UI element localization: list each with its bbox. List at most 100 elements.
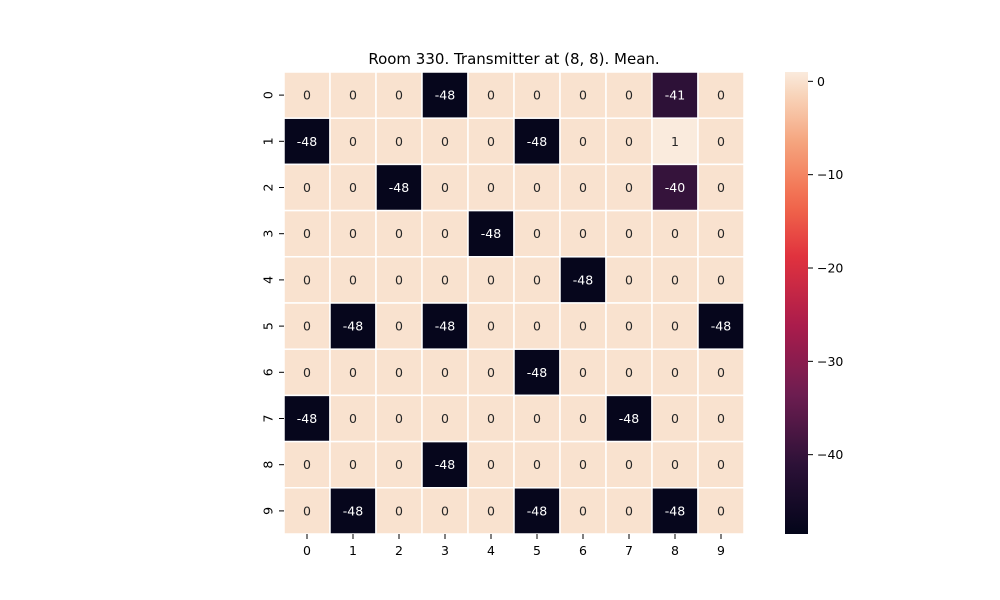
- heatmap-cell: [559, 348, 607, 397]
- x-axis-ticks: 0 1 2 3 4 5 6 7 8 9: [303, 534, 725, 558]
- cell-value-label: 0: [303, 365, 311, 380]
- colorbar-tick-label: −30: [817, 354, 843, 369]
- heatmap-cell: [697, 487, 745, 535]
- cell-value-label: 0: [303, 319, 311, 334]
- heatmap-cell: [329, 440, 377, 489]
- cell-value-label: 0: [349, 88, 357, 103]
- cell-value-label: 0: [487, 88, 495, 103]
- cell-value-label: 0: [625, 88, 633, 103]
- heatmap-cell: [513, 71, 561, 119]
- heatmap-cell: [421, 348, 469, 397]
- heatmap-cell: [421, 394, 469, 443]
- heatmap-cell: [513, 117, 561, 166]
- y-tick-label: 2: [261, 184, 276, 192]
- heatmap-cell: [513, 487, 561, 535]
- cell-value-label: -48: [435, 457, 455, 472]
- cell-value-label: 0: [395, 365, 403, 380]
- x-tick-label: 3: [441, 543, 449, 558]
- cell-value-label: 0: [533, 411, 541, 426]
- heatmap-cell: [513, 394, 561, 443]
- cell-value-label: 0: [717, 88, 725, 103]
- heatmap-cells: 0 0 0 -48 0 0 0 0 -41 0 -48 0 0 0 0 -48 0 0 1 0 0 0 -48 0 0 0 0 0 -4…: [283, 71, 745, 535]
- heatmap-cell: [605, 348, 653, 397]
- heatmap-cell: [651, 117, 699, 166]
- heatmap-cell: [697, 348, 745, 397]
- heatmap-cell: [467, 394, 515, 443]
- heatmap-cell: [329, 394, 377, 443]
- heatmap-cell: [283, 302, 331, 350]
- heatmap-cell: [559, 117, 607, 166]
- heatmap-cell: [697, 256, 745, 304]
- colorbar-gradient: [785, 72, 808, 534]
- cell-value-label: 0: [717, 457, 725, 472]
- cell-value-label: -48: [527, 365, 547, 380]
- cell-value-label: 0: [533, 88, 541, 103]
- heatmap-cell: [697, 440, 745, 489]
- cell-value-label: 0: [395, 272, 403, 287]
- cell-value-label: 0: [671, 457, 679, 472]
- colorbar-tick-label: −20: [817, 261, 843, 276]
- cell-value-label: 0: [579, 411, 587, 426]
- cell-value-label: 0: [579, 134, 587, 149]
- cell-value-label: 0: [349, 365, 357, 380]
- heatmap-cell: [375, 394, 423, 443]
- chart-title: Room 330. Transmitter at (8, 8). Mean.: [368, 50, 659, 68]
- cell-value-label: 0: [487, 457, 495, 472]
- cell-value-label: 0: [625, 272, 633, 287]
- heatmap-cell: [329, 163, 377, 212]
- x-tick-label: 1: [349, 543, 357, 558]
- colorbar-tick-label: −40: [817, 447, 843, 462]
- heatmap-cell: [605, 256, 653, 304]
- cell-value-label: 0: [533, 226, 541, 241]
- x-tick-label: 5: [533, 543, 541, 558]
- cell-value-label: 0: [441, 411, 449, 426]
- cell-value-label: 0: [717, 272, 725, 287]
- y-tick-label: 3: [261, 230, 276, 238]
- y-tick-label: 4: [261, 276, 276, 284]
- cell-value-label: 0: [441, 226, 449, 241]
- cell-value-label: 0: [533, 457, 541, 472]
- heatmap-cell: [605, 71, 653, 119]
- cell-value-label: 0: [303, 180, 311, 195]
- cell-value-label: 0: [441, 272, 449, 287]
- cell-value-label: 0: [579, 180, 587, 195]
- cell-value-label: 0: [303, 457, 311, 472]
- cell-value-label: 0: [395, 411, 403, 426]
- heatmap-cell: [605, 394, 653, 443]
- heatmap-cell: [559, 487, 607, 535]
- heatmap-cell: [651, 394, 699, 443]
- y-tick-label: 8: [261, 461, 276, 469]
- colorbar: 0 −10 −20 −30 −40: [785, 72, 843, 534]
- heatmap-cell: [697, 163, 745, 212]
- heatmap-cell: [697, 394, 745, 443]
- cell-value-label: 0: [303, 272, 311, 287]
- y-tick-label: 1: [261, 137, 276, 145]
- cell-value-label: 0: [671, 272, 679, 287]
- heatmap-cell: [467, 302, 515, 350]
- cell-value-label: -48: [343, 319, 363, 334]
- heatmap-cell: [559, 394, 607, 443]
- cell-value-label: 0: [579, 88, 587, 103]
- cell-value-label: 0: [487, 411, 495, 426]
- cell-value-label: 0: [303, 226, 311, 241]
- cell-value-label: 0: [395, 319, 403, 334]
- cell-value-label: 0: [579, 503, 587, 518]
- cell-value-label: 0: [441, 365, 449, 380]
- cell-value-label: -48: [297, 411, 317, 426]
- cell-value-label: 0: [395, 457, 403, 472]
- heatmap-cell: [421, 302, 469, 350]
- heatmap-cell: [651, 302, 699, 350]
- cell-value-label: 0: [303, 503, 311, 518]
- x-tick-label: 4: [487, 543, 495, 558]
- cell-value-label: -41: [665, 88, 685, 103]
- cell-value-label: 0: [487, 503, 495, 518]
- cell-value-label: 0: [487, 180, 495, 195]
- cell-value-label: 0: [671, 319, 679, 334]
- x-tick-label: 6: [579, 543, 587, 558]
- cell-value-label: 0: [395, 134, 403, 149]
- cell-value-label: 0: [625, 134, 633, 149]
- heatmap-cell: [559, 209, 607, 258]
- x-tick-label: 7: [625, 543, 633, 558]
